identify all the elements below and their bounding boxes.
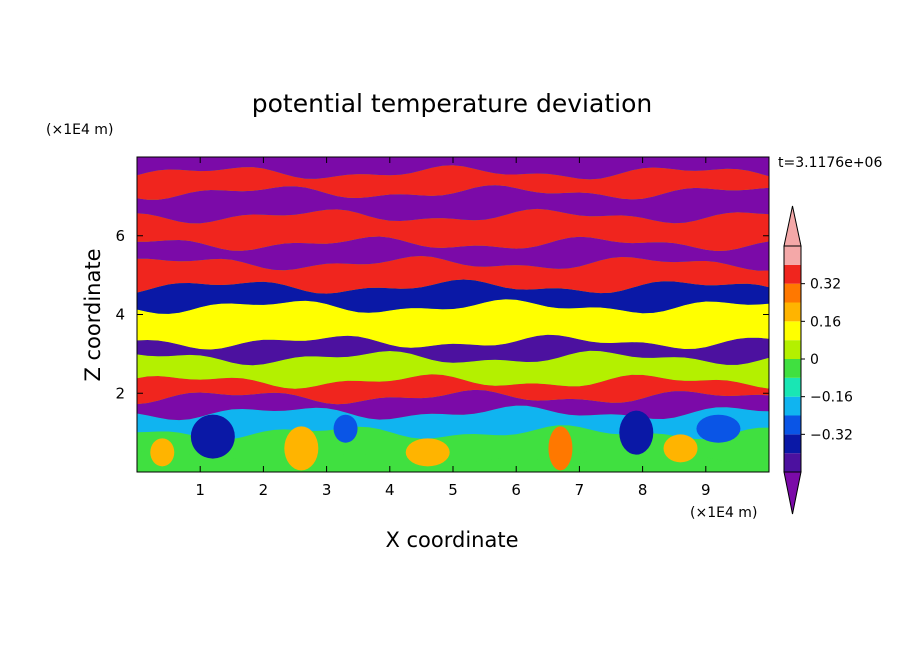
colorbar-tick-label: −0.16	[810, 390, 853, 406]
x-tick-label: 5	[448, 481, 458, 499]
contour-band	[137, 350, 769, 389]
x-tick-label: 3	[322, 481, 332, 499]
y-tick-label: 6	[115, 227, 125, 245]
contour-band	[137, 236, 769, 271]
contour-band	[137, 389, 769, 421]
eddy-feature	[619, 410, 654, 455]
x-axis-label: X coordinate	[385, 528, 518, 552]
colorbar-segment	[784, 359, 801, 378]
colorbar-segment	[784, 302, 801, 322]
eddy-feature	[150, 438, 175, 467]
eddy-feature	[284, 426, 319, 471]
colorbar-top-arrow	[783, 205, 802, 247]
colorbar-segment	[784, 434, 801, 454]
colorbar: 0.32 0.16 0 −0.16 −0.32	[783, 205, 853, 515]
colorbar-tick-label: 0	[810, 352, 819, 368]
y-axis: 2 4 6	[115, 227, 769, 402]
x-tick-label: 2	[259, 481, 269, 499]
x-axis-unit: (×1E4 m)	[690, 505, 757, 521]
colorbar-segment	[784, 377, 801, 397]
y-axis-unit: (×1E4 m)	[46, 122, 113, 138]
contour-band	[137, 374, 769, 405]
colorbar-segment	[784, 453, 801, 472]
eddy-feature	[548, 426, 573, 471]
y-tick-label: 2	[115, 384, 125, 402]
colorbar-segment	[784, 415, 801, 435]
contour-field	[137, 157, 769, 472]
colorbar-segment	[784, 340, 801, 359]
eddy-feature	[405, 438, 450, 467]
colorbar-segment	[784, 396, 801, 416]
contour-band	[137, 208, 769, 251]
eddy-feature	[696, 414, 741, 443]
y-axis-label: Z coordinate	[81, 248, 105, 381]
eddy-feature	[333, 414, 358, 443]
eddy-feature	[663, 434, 698, 463]
contour-band	[137, 185, 769, 224]
colorbar-segment	[784, 246, 801, 265]
y-tick-label: 4	[115, 306, 125, 324]
contour-band	[137, 299, 769, 350]
x-tick-label: 4	[385, 481, 395, 499]
contour-band	[137, 157, 769, 180]
colorbar-segment	[784, 283, 801, 303]
eddy-feature	[190, 414, 235, 459]
x-tick-label: 1	[195, 481, 205, 499]
chart-title: potential temperature deviation	[252, 89, 652, 118]
colorbar-bottom-arrow	[783, 471, 802, 515]
colorbar-segment	[784, 321, 801, 341]
colorbar-tick-label: 0.16	[810, 314, 841, 330]
contour-band	[137, 279, 769, 314]
x-tick-label: 8	[638, 481, 648, 499]
colorbar-tick-label: 0.32	[810, 277, 841, 293]
contour-band	[137, 334, 769, 366]
x-axis: 1 2 3 4 5 6 7 8 9	[195, 157, 711, 499]
x-tick-label: 7	[575, 481, 585, 499]
colorbar-segment	[784, 264, 801, 284]
x-tick-label: 6	[511, 481, 521, 499]
contour-band	[137, 256, 769, 294]
colorbar-tick-label: −0.32	[810, 427, 853, 443]
time-label: t=3.1176e+06	[778, 155, 882, 171]
contour-band	[137, 165, 769, 200]
x-tick-label: 9	[701, 481, 711, 499]
